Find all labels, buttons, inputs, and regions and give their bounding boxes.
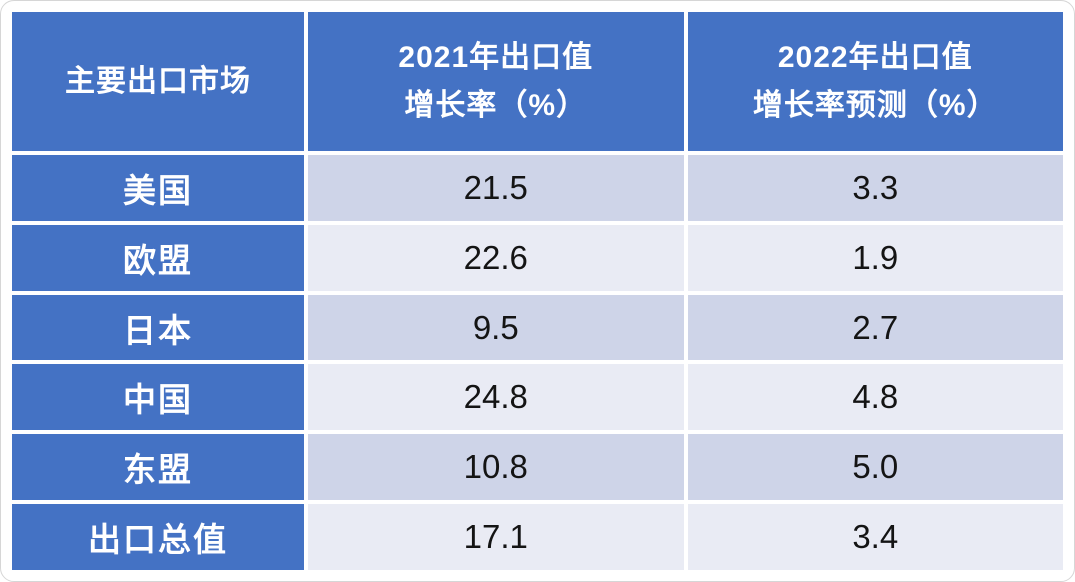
- value-2021: 22.6: [308, 224, 684, 291]
- row-label-market: 东盟: [12, 434, 305, 501]
- table-row: 欧盟 22.6 1.9: [12, 224, 1063, 291]
- table-body: 美国 21.5 3.3 欧盟 22.6 1.9 日本 9.5 2.7 中国 24…: [12, 155, 1063, 570]
- header-cell-growth-2022: 2022年出口值 增长率预测（%）: [687, 12, 1063, 151]
- value-2021: 9.5: [308, 294, 684, 361]
- table-row: 美国 21.5 3.3: [12, 155, 1063, 221]
- value-2021: 24.8: [308, 364, 684, 431]
- value-2021: 10.8: [308, 434, 684, 501]
- header-row: 主要出口市场 2021年出口值 增长率（%） 2022年出口值 增长率预测（%）: [12, 12, 1063, 151]
- table-row: 日本 9.5 2.7: [12, 294, 1063, 361]
- value-2021: 17.1: [308, 504, 684, 570]
- value-2021: 21.5: [308, 155, 684, 221]
- value-2022: 3.3: [687, 155, 1063, 221]
- header-cell-market: 主要出口市场: [12, 12, 305, 151]
- table-row: 中国 24.8 4.8: [12, 364, 1063, 431]
- value-2022: 3.4: [687, 504, 1063, 570]
- row-label-market: 美国: [12, 155, 305, 221]
- table-header: 主要出口市场 2021年出口值 增长率（%） 2022年出口值 增长率预测（%）: [12, 12, 1063, 151]
- value-2022: 2.7: [687, 294, 1063, 361]
- row-label-market: 出口总值: [12, 504, 305, 570]
- row-label-market: 欧盟: [12, 224, 305, 291]
- row-label-market: 日本: [12, 294, 305, 361]
- table-row: 东盟 10.8 5.0: [12, 434, 1063, 501]
- row-label-market: 中国: [12, 364, 305, 431]
- export-growth-table: 主要出口市场 2021年出口值 增长率（%） 2022年出口值 增长率预测（%）…: [8, 8, 1067, 574]
- value-2022: 4.8: [687, 364, 1063, 431]
- value-2022: 5.0: [687, 434, 1063, 501]
- header-cell-growth-2021: 2021年出口值 增长率（%）: [308, 12, 684, 151]
- value-2022: 1.9: [687, 224, 1063, 291]
- table-row: 出口总值 17.1 3.4: [12, 504, 1063, 570]
